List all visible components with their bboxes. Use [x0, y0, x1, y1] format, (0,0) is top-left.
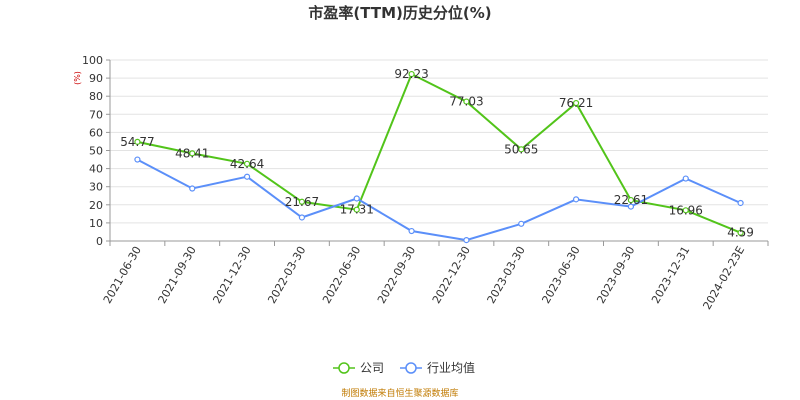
- chart-title: 市盈率(TTM)历史分位(%): [308, 4, 491, 22]
- series-points: [134, 70, 744, 244]
- y-axis-unit: (%): [73, 71, 82, 85]
- data-point: [627, 196, 635, 204]
- x-tick-label: 2023-03-30: [485, 244, 528, 306]
- data-label: 77.03: [449, 95, 483, 109]
- x-tick-label: 2024-02-23E: [700, 244, 747, 312]
- data-label: 92.23: [394, 67, 428, 81]
- x-tick-label: 2023-12-31: [649, 244, 692, 306]
- data-point: [463, 98, 470, 105]
- data-point: [189, 185, 196, 192]
- legend-marker: [338, 362, 350, 374]
- data-point: [682, 175, 689, 182]
- y-tick-label: 0: [96, 235, 103, 248]
- data-label: 50.65: [504, 142, 538, 156]
- legend: 公司 行业均值: [333, 360, 475, 375]
- data-point: [134, 156, 141, 163]
- x-tick-label: 2022-03-30: [265, 244, 308, 306]
- data-point: [353, 195, 360, 202]
- y-tick-label: 100: [82, 54, 103, 67]
- legend-label: 行业均值: [427, 360, 475, 375]
- series-lines: [136, 72, 742, 242]
- data-label: 54.77: [120, 135, 154, 149]
- y-tick-label: 40: [89, 163, 103, 176]
- x-tick-label: 2023-09-30: [594, 244, 637, 306]
- legend-marker: [405, 362, 417, 374]
- data-point: [408, 227, 415, 235]
- y-tick-label: 10: [89, 217, 103, 230]
- data-point: [627, 203, 635, 210]
- data-point: [518, 220, 525, 227]
- data-point: [243, 173, 251, 180]
- data-point: [243, 160, 251, 167]
- data-point: [189, 150, 196, 157]
- gridlines: [110, 59, 768, 224]
- data-point: [463, 236, 470, 244]
- x-tick-label: 2023-06-30: [539, 244, 582, 306]
- x-axis-ticks: 2021-06-30 2021-09-30 2021-12-30 2022-03-30…: [101, 241, 769, 312]
- data-label: 21.67: [285, 195, 319, 209]
- data-point: [298, 198, 306, 205]
- y-tick-label: 60: [89, 126, 103, 139]
- y-tick-label: 80: [89, 90, 103, 103]
- data-point: [298, 214, 306, 221]
- x-tick-label: 2021-06-30: [101, 244, 144, 306]
- y-tick-label: 90: [89, 72, 103, 85]
- data-label: 76.21: [559, 96, 593, 110]
- data-point: [572, 196, 580, 203]
- legend-label: 公司: [360, 361, 384, 375]
- data-point: [737, 229, 744, 236]
- data-point: [737, 199, 744, 207]
- y-tick-label: 20: [89, 199, 103, 212]
- data-label: 42.64: [230, 157, 264, 171]
- data-label: 22.61: [614, 193, 648, 207]
- data-point: [134, 138, 141, 145]
- data-label: 4.59: [727, 226, 754, 240]
- x-tick-label: 2022-06-30: [320, 244, 363, 306]
- series-line-1: [136, 158, 742, 242]
- data-label: 48.41: [175, 146, 209, 160]
- data-point: [353, 206, 360, 213]
- y-tick-label: 30: [89, 181, 103, 194]
- data-point: [572, 99, 580, 107]
- y-axis-ticks: 0 10 20 30 40 50 60 70 80 90 100: [82, 54, 110, 248]
- y-tick-label: 70: [89, 108, 103, 121]
- data-point: [518, 146, 525, 153]
- data-label: 17.31: [340, 203, 374, 217]
- x-tick-label: 2021-12-30: [210, 244, 253, 306]
- data-point: [408, 70, 415, 78]
- data-label: 16.96: [669, 203, 703, 217]
- data-point: [682, 207, 689, 214]
- source-note: 制图数据来自恒生聚源数据库: [341, 387, 458, 399]
- series-line-0: [137, 72, 741, 234]
- x-tick-label: 2022-09-30: [375, 244, 418, 306]
- y-tick-label: 50: [89, 145, 103, 158]
- x-tick-label: 2021-09-30: [156, 244, 199, 306]
- x-tick-label: 2022-12-30: [430, 244, 473, 306]
- data-labels: 54.77 48.41 42.64 21.67 17.31 92.23 77.03 50.65…: [120, 67, 754, 240]
